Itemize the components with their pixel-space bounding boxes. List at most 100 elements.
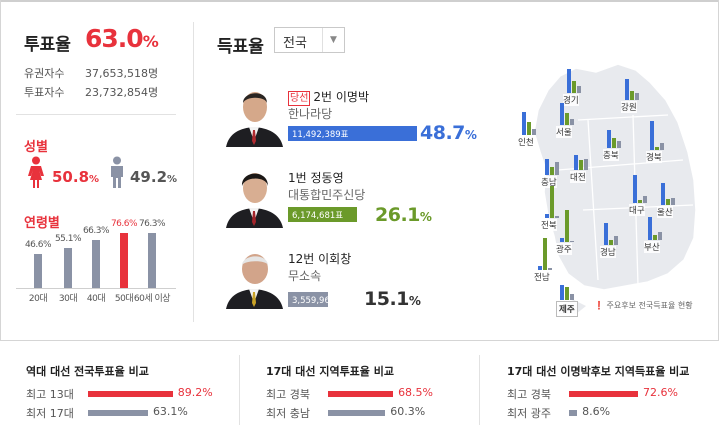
- map-bar: [532, 129, 536, 135]
- map-bar: [579, 160, 583, 170]
- region-label[interactable]: 전북: [541, 219, 557, 231]
- region-label[interactable]: 강원: [621, 101, 637, 113]
- map-bar: [543, 238, 547, 270]
- map-bar: [655, 146, 659, 150]
- comparison-row-label: 최저 광주: [507, 407, 551, 420]
- region-label[interactable]: 부산: [644, 241, 660, 253]
- candidate-3-party: 무소속: [288, 269, 322, 283]
- comparison-bar: [88, 410, 148, 416]
- comparison-title: 17대 대선 이명박후보 지역득표율 비교: [507, 365, 690, 378]
- map-bar: [565, 210, 569, 242]
- elected-badge: 당선: [288, 91, 311, 106]
- age-axis: [16, 288, 176, 289]
- turnout-title: 투표율: [24, 35, 71, 55]
- region-label[interactable]: 광주: [556, 243, 572, 255]
- map-bar: [555, 216, 559, 218]
- chevron-down-icon[interactable]: ▼: [322, 28, 344, 52]
- map-bar: [660, 142, 664, 150]
- region-label[interactable]: 울산: [657, 206, 673, 218]
- map-bar: [635, 92, 639, 100]
- age-category: 30대: [58, 294, 78, 304]
- female-icon: [28, 156, 44, 188]
- map-bar: [565, 113, 569, 125]
- vote-bar-fill: [288, 126, 418, 141]
- map-bar: [527, 122, 531, 135]
- region-label[interactable]: 충북: [603, 149, 619, 161]
- comparison-bar: [328, 391, 394, 397]
- female-value: 50.8%: [52, 168, 100, 186]
- map-bar: [630, 91, 634, 100]
- gender-title: 성별: [24, 140, 48, 155]
- vote-share-title: 득표율: [217, 37, 264, 57]
- vote-bar-fill: [288, 292, 328, 307]
- age-bar: [64, 248, 72, 288]
- candidate-3-name: 12번 이회창: [288, 252, 352, 266]
- comparison-bar: [569, 410, 578, 416]
- age-category: 40대: [86, 294, 106, 304]
- map-bar: [661, 183, 665, 205]
- region-label[interactable]: 충남: [541, 176, 557, 188]
- map-bar: [643, 195, 647, 203]
- age-bar: [148, 233, 156, 288]
- candidate-3-votes: 3,559,963표: [292, 296, 344, 306]
- candidate-2-votes: 6,174,681표: [292, 211, 344, 221]
- divider: [239, 355, 240, 425]
- region-select[interactable]: 전국 ▼: [274, 27, 345, 53]
- comparison-row-label: 최고 경북: [507, 388, 551, 401]
- region-label[interactable]: 대구: [629, 204, 645, 216]
- map-bar: [522, 111, 526, 135]
- map-bar: [565, 286, 569, 300]
- candidate-1-party: 한나라당: [288, 107, 333, 121]
- map-bar: [650, 121, 654, 150]
- map-bar: [545, 159, 549, 175]
- map-bar: [560, 238, 564, 242]
- map-bar: [658, 232, 662, 240]
- region-label[interactable]: 경남: [600, 246, 616, 258]
- region-select-value: 전국: [283, 36, 307, 51]
- age-bar: [120, 232, 128, 288]
- comparison-title: 역대 대선 전국투표율 비교: [26, 365, 149, 378]
- map-bar: [560, 284, 564, 300]
- turnout-value: 63.0%: [85, 24, 159, 53]
- region-label[interactable]: 경북: [646, 151, 662, 163]
- map-bar: [609, 240, 613, 245]
- comparison-row-label: 최고 경북: [266, 388, 310, 401]
- comparison-bar: [88, 391, 173, 397]
- comparison-title: 17대 대선 지역투표율 비교: [266, 365, 394, 378]
- map-bar: [614, 236, 618, 245]
- comparison-value: 8.6%: [582, 405, 611, 418]
- candidate-photo: [226, 81, 283, 147]
- age-value: 55.1%: [54, 234, 82, 245]
- map-bar: [625, 79, 629, 100]
- map-bar: [550, 167, 554, 175]
- map-bar: [567, 69, 571, 93]
- map-bar: [612, 138, 616, 148]
- map-bar: [577, 85, 581, 93]
- region-label[interactable]: 경기: [563, 94, 579, 106]
- candidate-2-party: 대통합민주신당: [288, 188, 366, 202]
- voters-stat: 투표자수 23,732,854명: [24, 86, 159, 99]
- map-bar: [671, 197, 675, 205]
- age-value: 46.6%: [24, 240, 52, 251]
- age-bar: [92, 240, 100, 288]
- region-label[interactable]: 제주: [556, 301, 578, 317]
- map-bar: [538, 266, 542, 270]
- region-label[interactable]: 서울: [556, 126, 572, 138]
- candidate-photo: [226, 243, 283, 309]
- male-icon: [111, 156, 123, 188]
- map-bar: [648, 217, 652, 240]
- map-bar: [570, 294, 574, 300]
- map-bar: [617, 140, 621, 148]
- age-title: 연령별: [24, 216, 60, 231]
- map-bar: [574, 154, 578, 170]
- vote-bar-fill: [288, 207, 358, 222]
- region-label[interactable]: 대전: [570, 171, 586, 183]
- map-bar: [572, 81, 576, 93]
- comparison-row-label: 최고 13대: [26, 388, 74, 401]
- region-label[interactable]: 인천: [518, 136, 534, 148]
- comparison-value: 60.3%: [390, 405, 426, 418]
- region-label[interactable]: 전남: [534, 271, 550, 283]
- comparison-section: 역대 대선 전국투표율 비교 최고 13대 89.2% 최저 17대 63.1% 17대 …: [0, 340, 719, 437]
- candidate-photo: [226, 162, 283, 228]
- age-bar: [34, 254, 42, 288]
